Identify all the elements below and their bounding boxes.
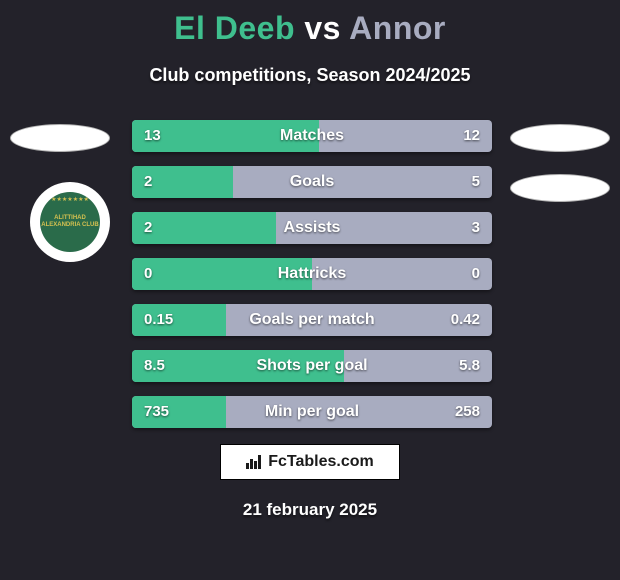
- badge-inner: ★★★★★★★ ALITTIHAD ALEXANDRIA CLUB: [40, 192, 100, 252]
- stat-row: 0.150.42Goals per match: [132, 304, 492, 336]
- stat-label: Goals per match: [132, 304, 492, 336]
- player2-name: Annor: [349, 10, 446, 46]
- stat-label: Assists: [132, 212, 492, 244]
- player1-club-badge: ★★★★★★★ ALITTIHAD ALEXANDRIA CLUB: [30, 182, 110, 262]
- fctables-logo[interactable]: FcTables.com: [220, 444, 400, 480]
- player2-avatar-placeholder: [510, 124, 610, 152]
- stat-row: 23Assists: [132, 212, 492, 244]
- stat-label: Shots per goal: [132, 350, 492, 382]
- stat-row: 735258Min per goal: [132, 396, 492, 428]
- footer-date: 21 february 2025: [0, 500, 620, 520]
- stat-row: 8.55.8Shots per goal: [132, 350, 492, 382]
- stats-bars: 1312Matches 25Goals 23Assists 00Hattricks 0.…: [132, 120, 492, 442]
- subtitle: Club competitions, Season 2024/2025: [0, 65, 620, 86]
- stat-label: Goals: [132, 166, 492, 198]
- stat-label: Matches: [132, 120, 492, 152]
- comparison-title: El Deeb vs Annor: [0, 0, 620, 47]
- player1-name: El Deeb: [174, 10, 295, 46]
- stat-row: 25Goals: [132, 166, 492, 198]
- vs-text: vs: [304, 10, 341, 46]
- badge-stars-icon: ★★★★★★★: [51, 196, 89, 203]
- player2-club-placeholder: [510, 174, 610, 202]
- stat-label: Min per goal: [132, 396, 492, 428]
- badge-text: ALITTIHAD ALEXANDRIA CLUB: [41, 215, 98, 228]
- stat-label: Hattricks: [132, 258, 492, 290]
- chart-icon: [246, 455, 264, 469]
- badge-line1: ALITTIHAD: [54, 215, 86, 221]
- badge-line2: ALEXANDRIA CLUB: [41, 222, 98, 228]
- stat-row: 1312Matches: [132, 120, 492, 152]
- logo-text: FcTables.com: [268, 453, 374, 471]
- stat-row: 00Hattricks: [132, 258, 492, 290]
- player1-avatar-placeholder: [10, 124, 110, 152]
